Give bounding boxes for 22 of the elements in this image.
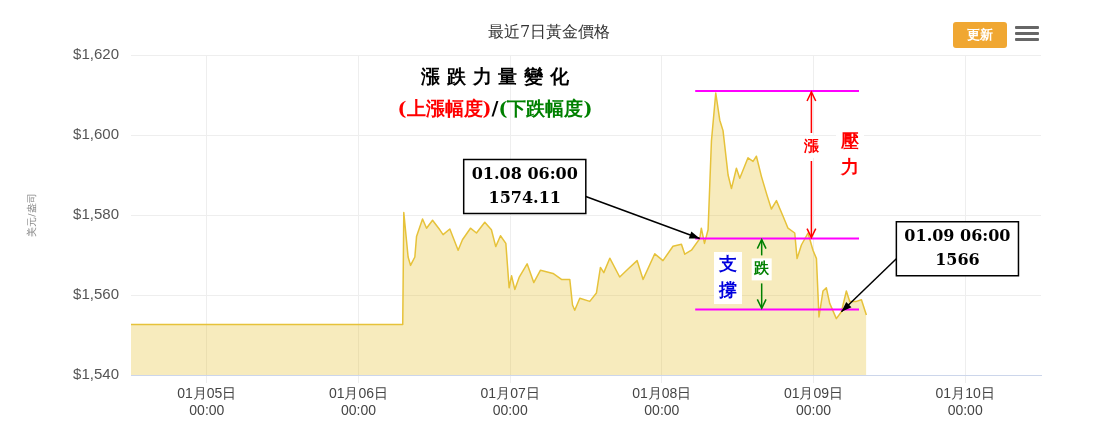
annotation: 01.08 06:00 1574.11 — [471, 163, 578, 207]
y-tick-label: $1,560 — [73, 285, 119, 303]
y-axis-title: 美元/盎司 — [25, 193, 37, 237]
annotation: 01.09 06:00 1566 — [904, 225, 1011, 269]
y-tick-label: $1,540 — [73, 365, 119, 383]
x-tick-label: 01月08日 00:00 — [632, 385, 692, 419]
x-tick-label: 01月06日 00:00 — [328, 385, 389, 419]
annotation: (上漲幅度)/(下跌幅度) — [397, 96, 593, 119]
x-tick-label: 01月07日 00:00 — [480, 385, 540, 419]
annotation: 漲 — [802, 136, 820, 155]
chart-title: 最近7日黃金價格 — [487, 22, 611, 42]
y-tick-label: $1,620 — [73, 45, 119, 63]
y-tick-label: $1,600 — [73, 125, 119, 143]
annotation: 壓力 — [840, 129, 860, 177]
annotation: 跌 — [753, 259, 771, 278]
annotation: 漲 跌 力 量 變 化 — [420, 64, 570, 87]
x-tick-label: 01月10日 00:00 — [935, 385, 995, 419]
y-tick-label: $1,580 — [73, 205, 119, 223]
annotation: 支撐 — [718, 252, 737, 300]
update-button[interactable]: 更新 — [953, 22, 1007, 48]
x-tick-label: 01月05日 00:00 — [177, 385, 237, 419]
x-tick-label: 01月09日 00:00 — [783, 385, 844, 419]
